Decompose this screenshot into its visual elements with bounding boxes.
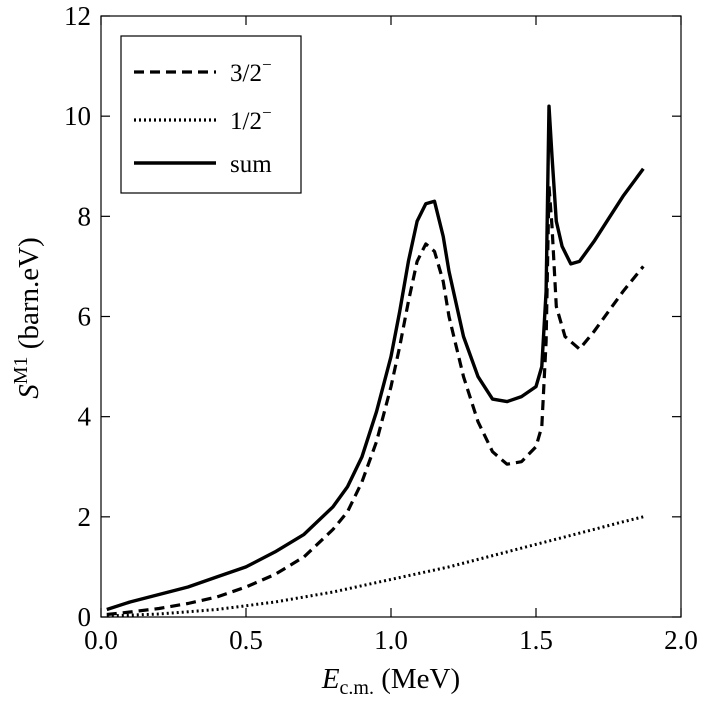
legend-label-3-2-sup: − [262,55,272,74]
x-tick-label: 0.0 [84,625,118,655]
legend: 3/2− 1/2− sum [120,35,302,194]
y-tick-label: 10 [64,101,91,131]
x-tick-label: 2.0 [664,625,698,655]
ticks [100,15,682,618]
y-tick-label: 6 [78,302,92,332]
series-line-solid [106,104,645,612]
legend-label-sum: sum [230,151,272,178]
legend-label-1-2-main: 1/2 [230,108,262,135]
y-axis-label: SM1 (barn.eV) [10,237,45,398]
legend-label-3-2: 3/2− [230,55,272,87]
x-tick-label: 1.0 [374,625,408,655]
legend-label-1-2: 1/2− [230,103,272,135]
y-axis-label-rest: (barn.eV) [13,237,45,356]
series-line-dotted [106,515,644,618]
y-tick-label: 4 [78,402,92,432]
y-axis-label-main: S [13,384,45,399]
y-tick-label: 2 [78,502,92,532]
y-tick-label: 8 [78,201,92,231]
y-tick-label: 0 [78,602,92,632]
x-axis-label-rest: (MeV) [374,663,460,695]
series [106,104,645,618]
y-tick-label: 12 [64,1,91,31]
legend-label-1-2-sup: − [262,103,272,122]
x-axis-label-sub: c.m. [340,677,374,699]
x-tick-label: 0.5 [229,625,263,655]
x-axis-label: Ec.m. (MeV) [321,663,460,699]
x-axis-label-main: E [321,663,340,695]
legend-box [120,35,302,194]
x-tick-label: 1.5 [519,625,553,655]
legend-label-3-2-main: 3/2 [230,60,262,87]
y-axis-label-sup: M1 [10,356,32,384]
tick-labels: 0.0 0.5 1.0 1.5 2.0 0 2 4 6 8 10 12 [64,1,698,655]
series-line-dashed [106,184,645,617]
